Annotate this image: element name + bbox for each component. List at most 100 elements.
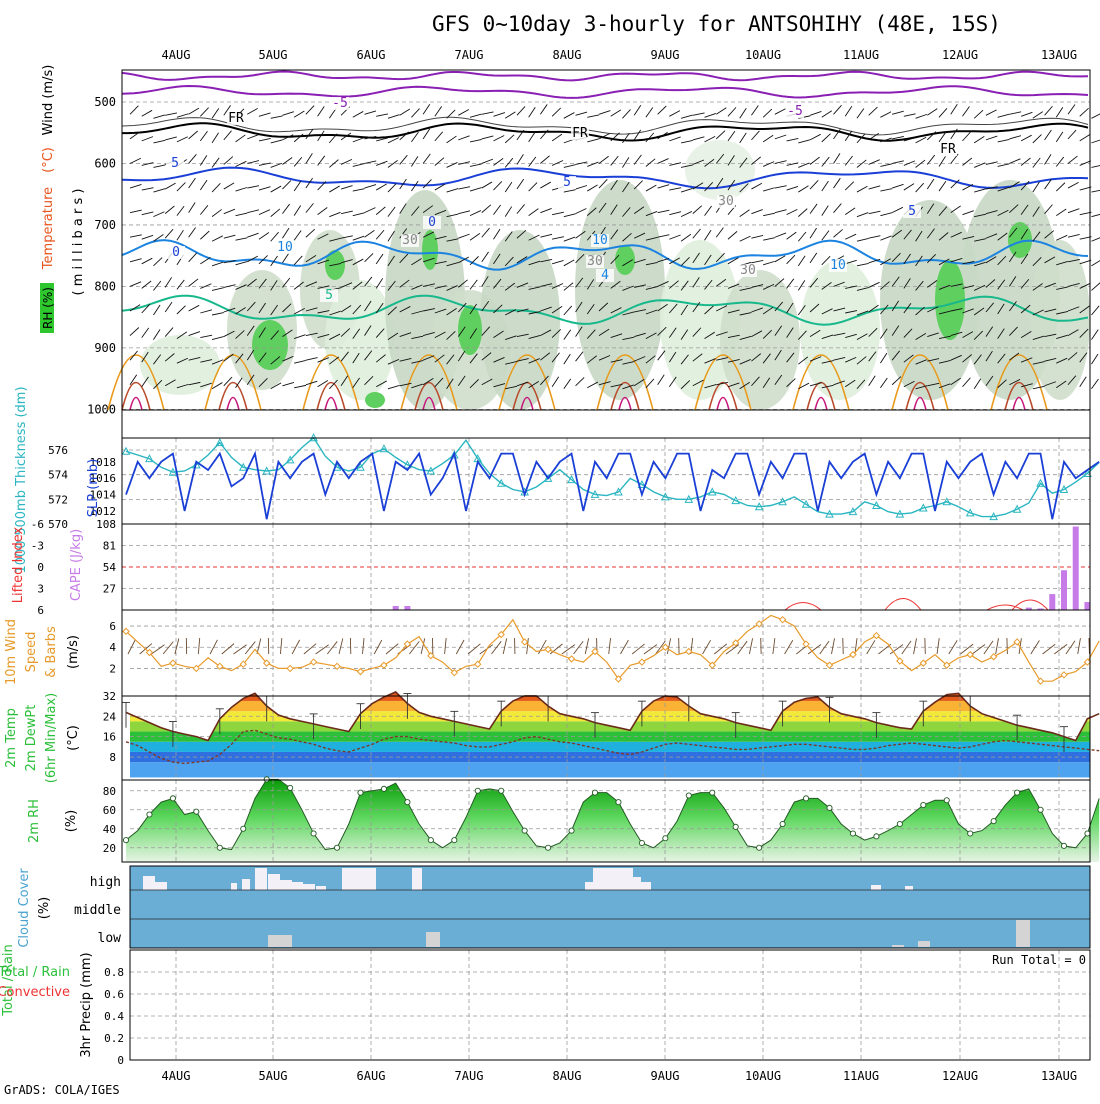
wind-barb-10m	[773, 638, 775, 654]
wind-speed-point	[287, 665, 293, 671]
temp-label-2: 2m DewPt	[24, 705, 39, 772]
li-tick-label: 3	[37, 583, 44, 596]
wind-barb-10m	[1054, 644, 1067, 654]
wind-tick-label: 4	[109, 641, 116, 654]
wind-barb-10m	[339, 638, 343, 654]
thickness-tick-label: 572	[48, 493, 68, 506]
contour-label: 5	[908, 204, 916, 219]
rh-point	[452, 838, 457, 843]
wind-barb-10m	[820, 641, 829, 654]
rh-point	[264, 777, 269, 782]
rh-shade	[575, 180, 665, 400]
wind-label-unit: (m/s)	[66, 635, 81, 669]
rh-shade	[685, 140, 755, 200]
rh-point	[780, 821, 785, 826]
cloud-high-bar	[633, 877, 641, 890]
contour-label: FR	[572, 126, 588, 141]
rh-point	[475, 788, 480, 793]
li-curve	[987, 605, 1023, 610]
rh-point	[991, 819, 996, 824]
wind-barb	[1091, 330, 1098, 340]
wind-label-2: Speed	[24, 632, 39, 673]
rh-point	[921, 802, 926, 807]
pressure-tick-label: 900	[94, 341, 116, 355]
temp-tick-label: 16	[103, 731, 116, 744]
wind-barb-10m	[937, 638, 939, 654]
wind-barb-10m	[445, 638, 447, 654]
wind-barb-10m	[1031, 640, 1040, 654]
date-label-top: 13AUG	[1041, 48, 1077, 62]
rh-tick-label: 20	[103, 842, 116, 855]
cape-tick-label: 54	[103, 561, 117, 574]
rh-point	[968, 831, 973, 836]
rh-point	[639, 840, 644, 845]
cloud-level-label: middle	[74, 903, 121, 918]
date-label-bottom: 12AUG	[942, 1069, 978, 1083]
wind-barb-10m	[386, 644, 398, 654]
wind-tick-label: 6	[109, 620, 116, 633]
wind-barb-10m	[175, 638, 179, 654]
rh-point	[123, 838, 128, 843]
date-label-bottom: 6AUG	[357, 1069, 386, 1083]
wind-speed-point	[475, 661, 481, 667]
cape-tick-label: 108	[96, 518, 116, 531]
contour-label: 0	[428, 215, 436, 230]
rh-point	[850, 831, 855, 836]
wind-barb-10m	[562, 645, 575, 654]
pressure-tick-label: 600	[94, 156, 116, 170]
rh-point	[874, 834, 879, 839]
wind-speed-point	[358, 669, 364, 675]
date-label-bottom: 4AUG	[162, 1069, 191, 1083]
date-label-top: 11AUG	[843, 48, 879, 62]
date-label-top: 6AUG	[357, 48, 386, 62]
rh-point	[569, 828, 574, 833]
wind-barb-10m	[1078, 638, 1081, 654]
temperature-unit-label: (°C)	[41, 147, 56, 173]
cape-bar	[404, 606, 410, 610]
date-label-top: 9AUG	[651, 48, 680, 62]
wind-speed-point	[780, 617, 786, 623]
cloud-high-bar	[231, 883, 237, 890]
precip-frame	[130, 950, 1090, 1060]
date-label-bottom: 13AUG	[1041, 1069, 1077, 1083]
wind-speed-line	[126, 615, 1099, 681]
wind-barb-10m	[151, 645, 164, 654]
cape-bar	[1049, 594, 1055, 610]
cloud-high-bar	[871, 885, 881, 890]
wind-barb	[1091, 282, 1100, 290]
wind-speed-point	[967, 652, 973, 658]
rh-point	[546, 845, 551, 850]
wind-barb	[1091, 214, 1100, 217]
wind-barb-10m	[327, 641, 337, 654]
precip-tick-label: 0.4	[104, 1010, 124, 1023]
cloud-high-bar	[641, 882, 651, 890]
date-label-top: 12AUG	[942, 48, 978, 62]
rh-label: 2m RH	[27, 799, 42, 843]
wind-tick-label: 2	[109, 662, 116, 675]
temp-tick-label: 24	[103, 710, 117, 723]
rh-shade	[140, 335, 220, 395]
rh-tick-label: 40	[103, 823, 116, 836]
wind-barb-10m	[503, 638, 506, 654]
contour-label: -5	[787, 104, 803, 119]
wind-barb	[1091, 139, 1100, 143]
rh-point	[897, 821, 902, 826]
date-label-top: 4AUG	[162, 48, 191, 62]
rh-point	[686, 793, 691, 798]
rh-point	[1015, 790, 1020, 795]
temp-band	[130, 742, 1090, 752]
cloud-high-bar	[143, 876, 155, 890]
cloud-low-bar	[268, 935, 292, 947]
wind-barb	[1091, 113, 1100, 118]
contour-label: 10	[830, 258, 846, 273]
rh-point	[499, 788, 504, 793]
wind-barb-10m	[832, 638, 835, 654]
rh-point	[1038, 807, 1043, 812]
wind-label-1: 10m Wind	[4, 619, 19, 685]
cloud-high-bar	[585, 882, 593, 890]
date-label-bottom: 5AUG	[259, 1069, 288, 1083]
thickness-tick-label: 574	[48, 469, 68, 482]
thickness-slp-frame	[122, 438, 1090, 524]
